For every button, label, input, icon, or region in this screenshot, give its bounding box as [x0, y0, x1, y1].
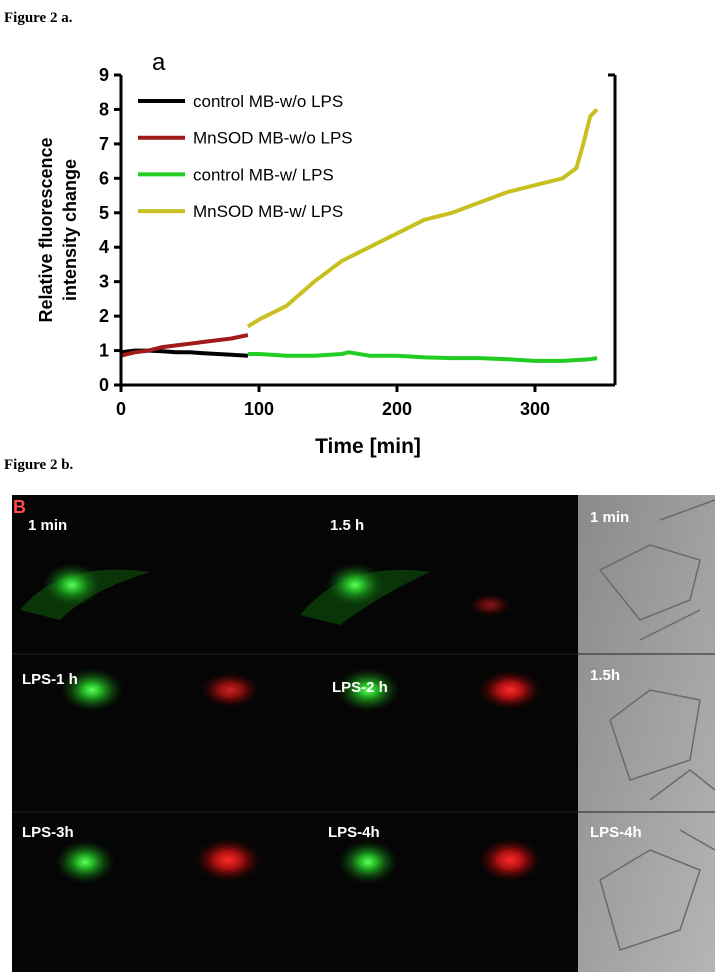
y-tick-label: 6 [99, 168, 109, 188]
time-label: LPS-3h [22, 824, 74, 841]
image-panel: B 1 min 1.5 h 1 min LPS-1 h LPS-2 h 1.5h LPS-3… [12, 495, 716, 972]
legend-label: control MB-w/ LPS [193, 165, 334, 184]
cells [20, 563, 542, 884]
y-tick-label: 7 [99, 134, 109, 154]
chart: a Time [min] Relative fluorescence inten… [36, 49, 617, 458]
time-label: 1.5h [590, 667, 620, 684]
data-line [120, 333, 249, 358]
time-label: 1 min [28, 517, 67, 534]
time-label: 1 min [590, 509, 629, 526]
time-label: LPS-4h [590, 824, 642, 841]
data-line [246, 107, 599, 329]
legend-label: MnSOD MB-w/o LPS [193, 129, 353, 148]
time-label: LPS-1 h [22, 671, 78, 688]
legend-label: control MB-w/o LPS [193, 92, 343, 111]
y-tick-label: 8 [99, 99, 109, 119]
y-tick-label: 9 [99, 65, 109, 85]
y-tick-label: 2 [99, 306, 109, 326]
time-label: LPS-2 h [332, 679, 388, 696]
fluorescence-background [12, 495, 578, 972]
y-tick-label: 5 [99, 203, 109, 223]
caption: Figure 2 b. [4, 457, 74, 473]
y-axis-label: intensity change [60, 159, 80, 301]
y-tick-label: 1 [99, 341, 109, 361]
time-label: LPS-4h [328, 824, 380, 841]
x-tick-label: 200 [382, 399, 412, 419]
x-tick-label: 0 [116, 399, 126, 419]
panel-label: B [13, 497, 26, 517]
y-axis-label: Relative fluorescence [36, 137, 56, 322]
chart-title: a [152, 49, 166, 76]
x-axis-label: Time [min] [315, 435, 421, 458]
caption: Figure 2 a. [4, 10, 73, 26]
y-tick-label: 4 [99, 237, 109, 257]
data-line [247, 350, 598, 363]
legend-label: MnSOD MB-w/ LPS [193, 202, 343, 221]
x-tick-label: 100 [244, 399, 274, 419]
time-label: 1.5 h [330, 517, 364, 534]
x-tick-label: 300 [520, 399, 550, 419]
y-tick-label: 0 [99, 375, 109, 395]
cell-outlines [598, 499, 716, 951]
y-tick-label: 3 [99, 272, 109, 292]
